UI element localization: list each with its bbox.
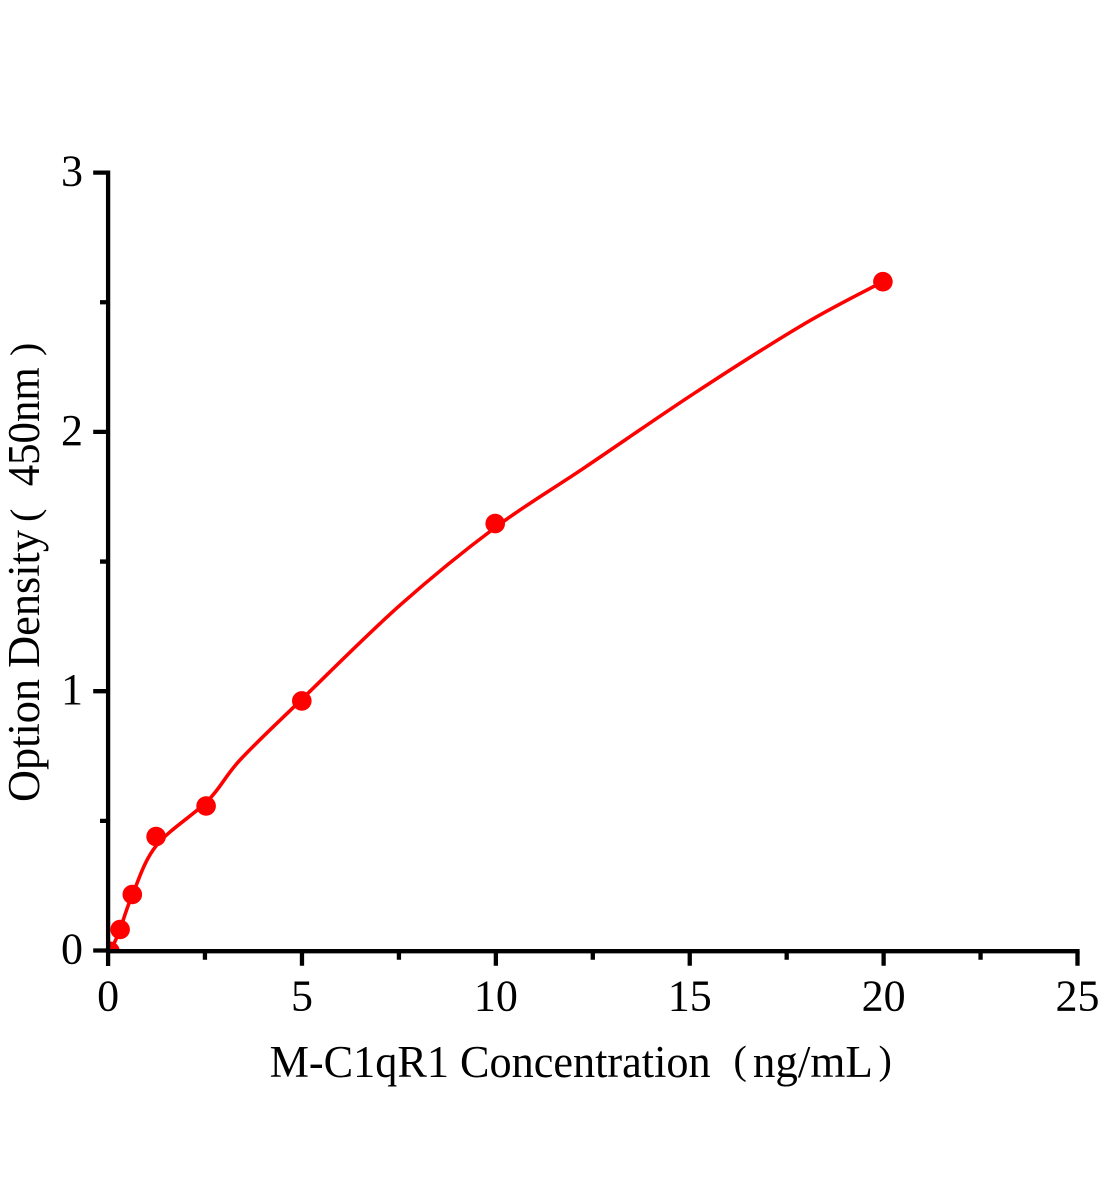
svg-text:15: 15: [668, 972, 712, 1021]
svg-text:2: 2: [61, 406, 83, 455]
svg-text:): ): [879, 1038, 892, 1083]
svg-text:20: 20: [862, 972, 906, 1021]
svg-text:0: 0: [61, 925, 83, 974]
svg-text:1: 1: [61, 665, 83, 714]
svg-text:25: 25: [1056, 972, 1100, 1021]
svg-text:450nm: 450nm: [0, 367, 49, 486]
svg-text:M-C1qR1 Concentration: M-C1qR1 Concentration: [270, 1037, 711, 1087]
svg-text:10: 10: [474, 972, 518, 1021]
svg-text:ng/mL: ng/mL: [753, 1037, 873, 1087]
svg-text:0: 0: [97, 972, 119, 1021]
svg-text:): ): [2, 343, 47, 356]
svg-text:(: (: [2, 508, 47, 521]
svg-text:3: 3: [61, 147, 83, 196]
svg-text:5: 5: [291, 972, 313, 1021]
svg-text:Option Density: Option Density: [0, 530, 49, 802]
svg-text:(: (: [734, 1038, 747, 1083]
